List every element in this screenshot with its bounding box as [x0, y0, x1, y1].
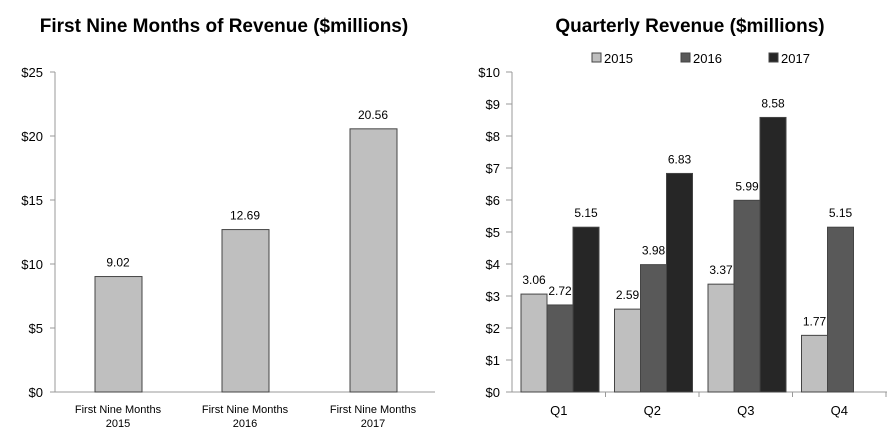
bar	[614, 308, 641, 393]
data-label: 3.37	[709, 263, 733, 277]
x-tick-label: Q3	[737, 403, 754, 418]
data-label: 20.56	[358, 108, 388, 122]
y-tick-label: $25	[21, 65, 43, 80]
x-tick-label: First Nine Months	[330, 404, 417, 416]
x-tick-label: Q4	[831, 403, 848, 418]
bar	[801, 334, 828, 393]
bar	[546, 304, 574, 393]
y-tick-label: $0	[486, 385, 500, 400]
legend-swatch	[680, 52, 691, 63]
data-label: 2.72	[548, 284, 572, 298]
bar	[733, 199, 761, 393]
y-tick-label: $6	[486, 193, 500, 208]
x-tick-label: First Nine Months	[202, 404, 289, 416]
bar	[520, 293, 548, 393]
x-tick-label: Q1	[550, 403, 567, 418]
y-tick-label: $20	[21, 129, 43, 144]
y-tick-label: $10	[478, 65, 500, 80]
legend-label: 2017	[781, 51, 810, 66]
x-tick-label: 2017	[361, 418, 385, 430]
legend-label: 2015	[604, 51, 633, 66]
y-tick-label: $1	[486, 353, 500, 368]
data-label: 9.02	[106, 256, 130, 270]
legend-swatch	[591, 52, 602, 63]
y-tick-label: $9	[486, 97, 500, 112]
x-tick-label: 2015	[106, 418, 130, 430]
y-tick-label: $5	[486, 225, 500, 240]
data-label: 6.83	[668, 152, 692, 166]
bar	[221, 229, 270, 393]
bar	[640, 264, 667, 393]
bar	[572, 226, 600, 393]
bar	[827, 226, 854, 393]
bar	[759, 116, 787, 393]
bar	[94, 276, 143, 393]
chart-title: Quarterly Revenue ($millions)	[555, 16, 824, 37]
bar	[707, 283, 735, 393]
x-tick-label: Q2	[644, 403, 661, 418]
data-label: 3.06	[522, 273, 546, 287]
bar	[349, 128, 398, 393]
data-label: 5.15	[574, 206, 598, 220]
y-tick-label: $8	[486, 129, 500, 144]
data-label: 12.69	[230, 209, 260, 223]
y-tick-label: $4	[486, 257, 500, 272]
data-label: 5.15	[829, 206, 853, 220]
y-tick-label: $7	[486, 161, 500, 176]
y-tick-label: $3	[486, 289, 500, 304]
data-label: 2.59	[616, 288, 640, 302]
data-label: 5.99	[735, 179, 759, 193]
y-tick-label: $5	[29, 321, 43, 336]
data-label: 1.77	[803, 314, 827, 328]
y-tick-label: $10	[21, 257, 43, 272]
bar	[666, 172, 693, 393]
x-tick-label: First Nine Months	[75, 404, 162, 416]
y-tick-label: $15	[21, 193, 43, 208]
y-tick-label: $0	[29, 385, 43, 400]
chart-title: First Nine Months of Revenue ($millions)	[40, 16, 408, 37]
data-label: 8.58	[761, 96, 785, 110]
legend-label: 2016	[693, 51, 722, 66]
data-label: 3.98	[642, 244, 666, 258]
legend-swatch	[768, 52, 779, 63]
x-tick-label: 2016	[233, 418, 257, 430]
y-tick-label: $2	[486, 321, 500, 336]
